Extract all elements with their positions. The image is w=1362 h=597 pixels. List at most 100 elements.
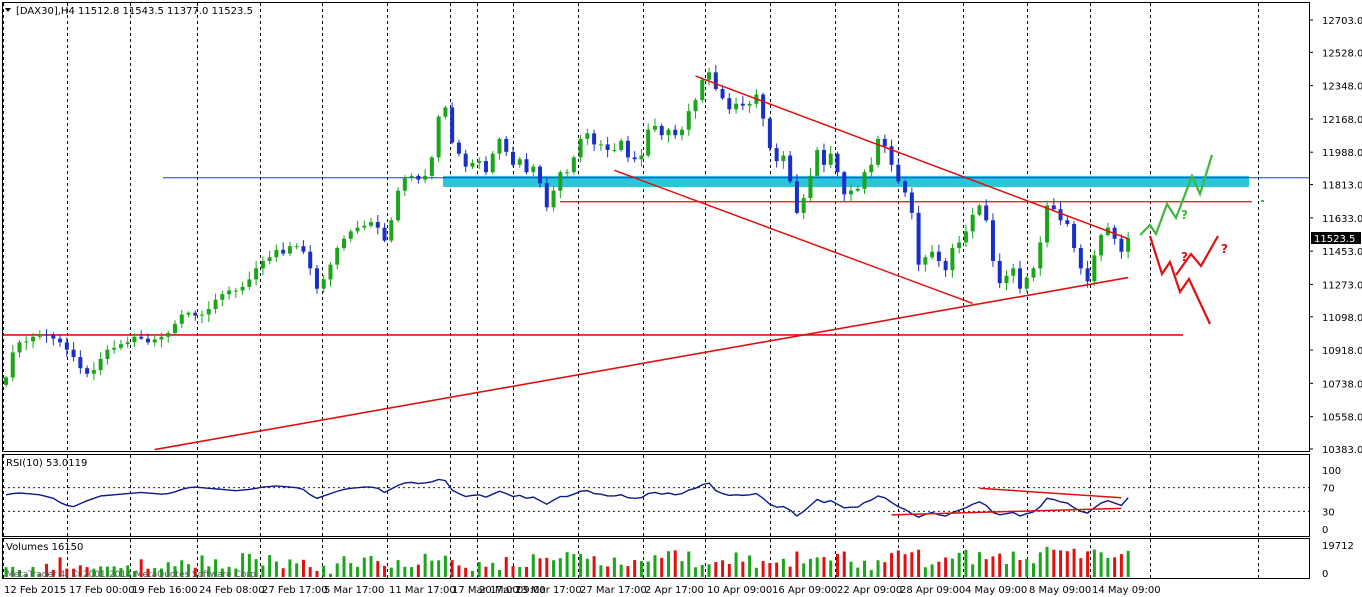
candle-body	[423, 175, 428, 180]
volume-bar	[795, 551, 799, 577]
rsi-tick-label: 70	[1322, 484, 1335, 495]
candle-body	[139, 336, 144, 339]
candle-body	[1099, 235, 1104, 256]
volume-bar	[950, 558, 954, 577]
volume-bar	[105, 566, 109, 577]
volume-bar	[998, 553, 1002, 577]
volume-bar	[1119, 554, 1123, 577]
candle-body	[321, 279, 326, 289]
dropdown-icon[interactable]	[5, 8, 11, 12]
candle-body	[342, 238, 346, 248]
candle-body	[98, 358, 103, 371]
volume-bar	[842, 551, 846, 577]
candle-body	[450, 107, 455, 143]
candle-body	[281, 249, 286, 254]
volume-bar	[768, 563, 772, 577]
volume-bar	[78, 565, 82, 577]
time-tick-label: 10 Apr 09:00	[707, 585, 772, 596]
volume-bar	[815, 557, 819, 577]
rsi-line	[5, 478, 1129, 518]
volume-bar	[410, 567, 414, 577]
volume-bar	[910, 552, 914, 577]
main-price-panel[interactable]	[2, 2, 1310, 452]
volume-bar	[565, 552, 569, 577]
volume-bar	[443, 555, 447, 577]
candle-body	[707, 72, 712, 80]
candle-body	[923, 257, 928, 265]
volume-bar	[180, 560, 184, 577]
volume-bar	[51, 569, 55, 577]
volume-bar	[220, 568, 224, 577]
candle-body	[260, 260, 265, 269]
rsi-series	[5, 478, 1129, 518]
volume-bar	[295, 563, 299, 577]
time-tick-label: 17 Mar 17:00	[452, 585, 519, 596]
volume-bar	[389, 567, 393, 577]
volume-bar	[254, 559, 258, 577]
candle-body	[936, 251, 941, 261]
question-mark-annotation: ?	[1181, 250, 1188, 264]
price-tick-label: 12703.0	[1322, 16, 1362, 27]
volume-bar	[917, 549, 921, 577]
volume-bar	[315, 570, 319, 577]
candle-body	[943, 260, 948, 271]
price-tick-label: 12168.0	[1322, 115, 1362, 126]
volume-bar	[112, 566, 116, 577]
candle-body	[159, 336, 164, 340]
candle-body	[314, 268, 319, 289]
volume-bar	[450, 560, 454, 577]
candle-body	[619, 140, 624, 150]
candle-body	[233, 290, 238, 292]
volume-bar	[159, 568, 163, 577]
price-tick-label: 11453.0	[1322, 247, 1362, 258]
candle-body	[267, 257, 272, 261]
volume-bar	[126, 565, 130, 577]
volume-bar	[633, 560, 637, 577]
candle-body	[727, 98, 732, 110]
candle-body	[382, 227, 387, 241]
candle-body	[842, 172, 847, 195]
candle-body	[1004, 275, 1009, 284]
candle-body	[220, 294, 225, 300]
candle-body	[585, 133, 590, 139]
time-tick-label: 28 Apr 09:00	[900, 585, 965, 596]
volume-bar	[31, 566, 35, 577]
volume-bar	[146, 568, 150, 577]
rsi-panel[interactable]	[2, 454, 1310, 537]
candle-body	[774, 148, 779, 162]
volume-bar	[707, 564, 711, 577]
volume-bar	[829, 560, 833, 577]
candle-body	[497, 138, 502, 154]
candle-body	[788, 155, 793, 182]
volume-bar	[18, 570, 22, 577]
candle-body	[916, 212, 921, 265]
candle-body	[51, 334, 56, 339]
volume-bar	[572, 554, 576, 577]
volume-bar	[585, 558, 589, 577]
volume-bar	[971, 564, 975, 577]
question-mark-annotation: ?	[1181, 208, 1188, 222]
candle-body	[1051, 205, 1056, 210]
candle-body	[977, 205, 982, 215]
volume-bar	[491, 562, 495, 577]
candle-body	[882, 138, 887, 147]
volume-bar	[1079, 558, 1083, 577]
candle-body	[551, 190, 556, 208]
volume-bar	[599, 565, 603, 577]
candle-body	[112, 347, 117, 350]
candle-body	[409, 175, 414, 178]
volume-bar	[24, 574, 28, 577]
candle-body	[375, 222, 380, 228]
volume-bar	[153, 568, 157, 577]
vertical-grid	[3, 3, 1259, 578]
candle-body	[1065, 220, 1070, 224]
candle-body	[984, 205, 989, 221]
candle-body	[869, 164, 874, 173]
price-tick-label: 11988.0	[1322, 148, 1362, 159]
volume-bar	[1113, 557, 1117, 577]
volume-bar	[937, 561, 941, 577]
candle-body	[504, 138, 509, 152]
volume-bar	[85, 567, 89, 577]
